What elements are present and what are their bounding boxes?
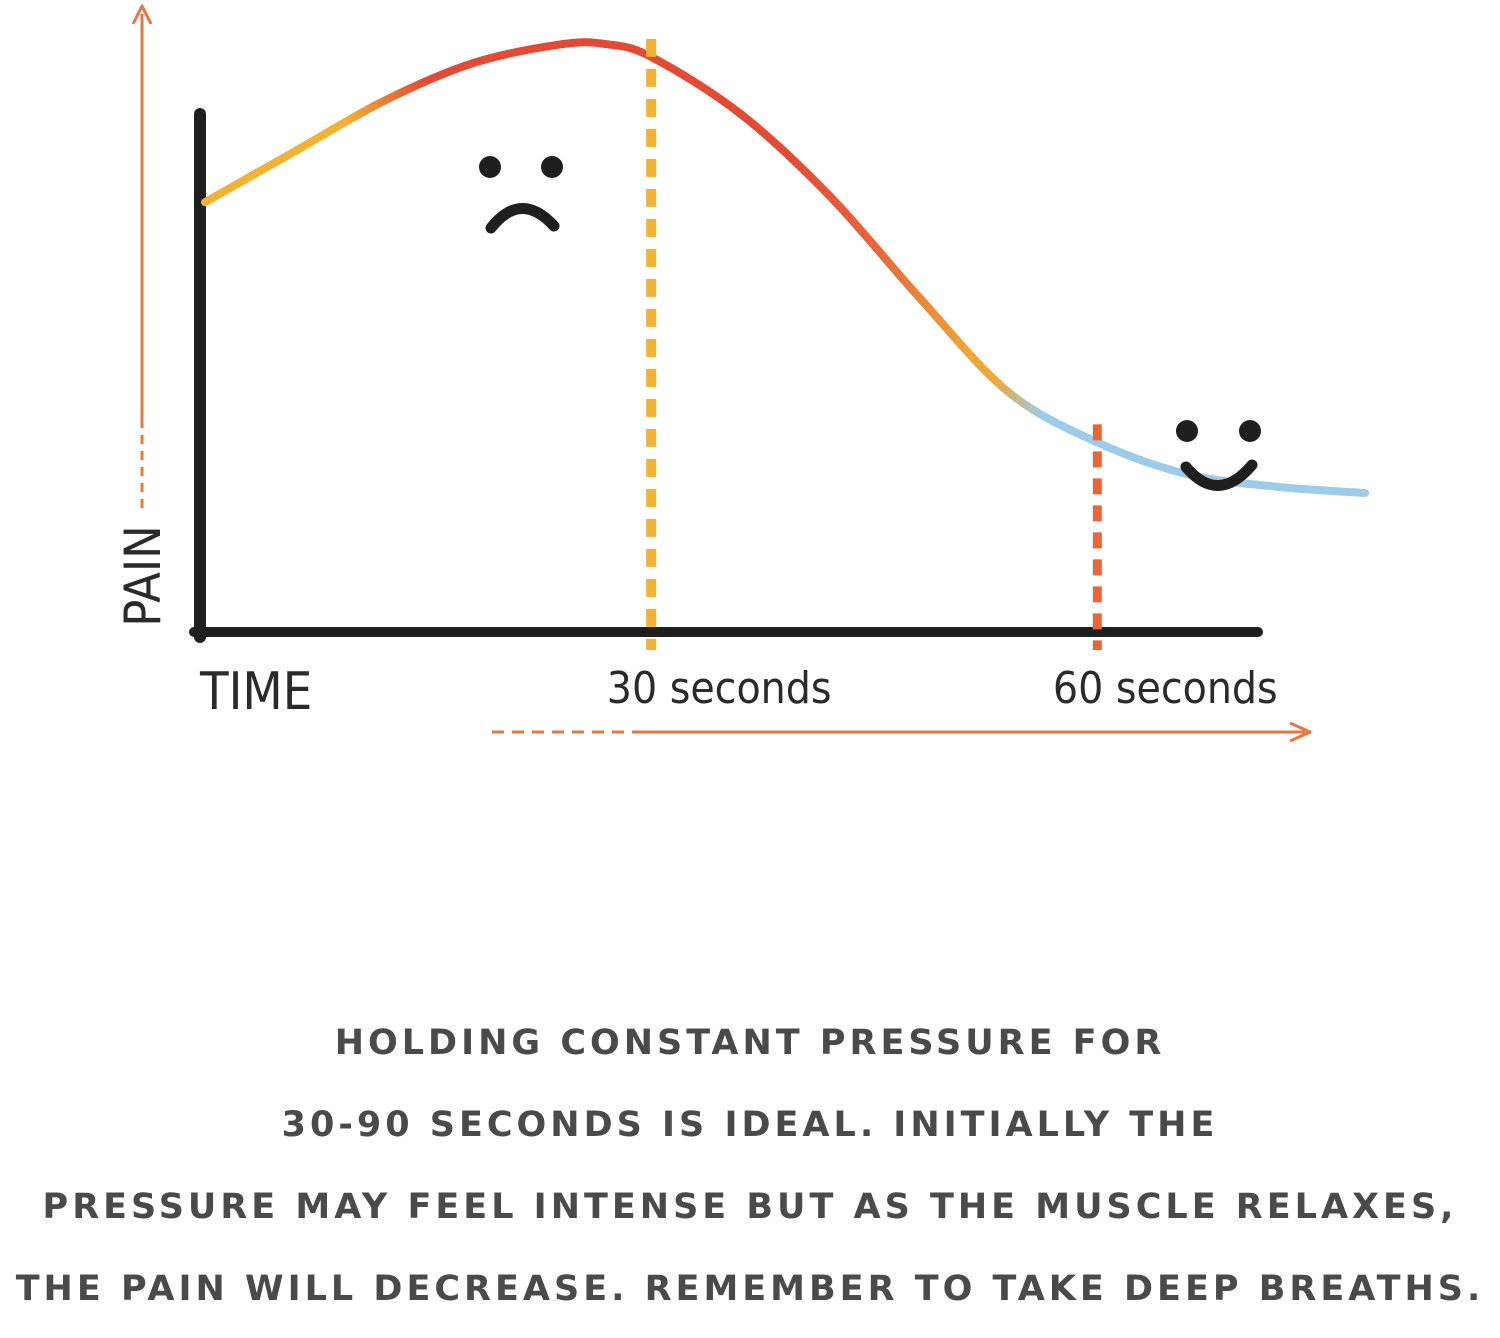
pain-time-chart: PAIN TIME 30 seconds 60 seconds [114,4,1369,743]
y-axis-label: PAIN [114,525,172,627]
caption-line-3: PRESSURE MAY FEEL INTENSE BUT AS THE MUS… [42,1187,1458,1227]
tick-label-30-seconds: 30 seconds [607,663,832,714]
sad-face-icon [479,156,563,234]
happy-face-icon [1176,420,1261,491]
pain-direction-arrow [131,4,153,508]
pain-arrowhead [131,4,153,25]
caption-line-2: 30-90 SECONDS IS IDEAL. INITIALLY THE [281,1105,1219,1145]
tick-label-60-seconds: 60 seconds [1053,663,1278,714]
x-axis-label: TIME [199,662,312,722]
caption-text: HOLDING CONSTANT PRESSURE FOR 30-90 SECO… [0,1010,1500,1338]
time-direction-arrow [492,721,1312,743]
caption-line-1: HOLDING CONSTANT PRESSURE FOR [334,1023,1166,1063]
pain-curve [201,38,1369,497]
caption-line-4: THE PAIN WILL DECREASE. REMEMBER TO TAKE… [15,1269,1485,1309]
time-arrowhead [1289,721,1312,743]
